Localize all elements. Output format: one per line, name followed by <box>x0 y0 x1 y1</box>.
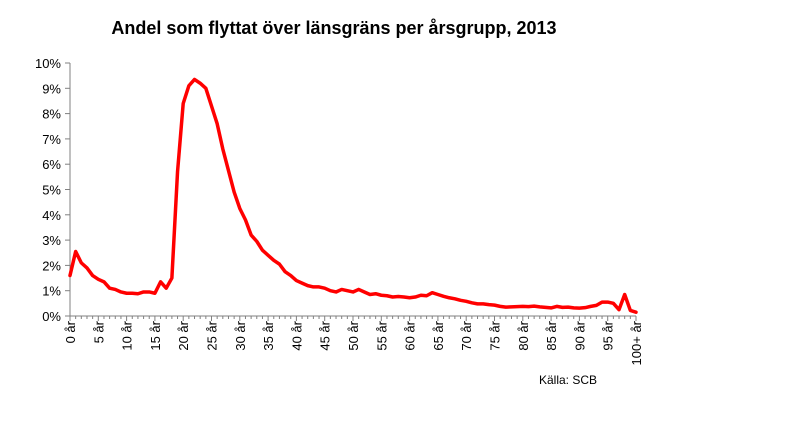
axes <box>69 63 636 317</box>
x-tick-label: 60 år <box>403 320 418 350</box>
x-tick-label: 100+ år <box>629 320 644 365</box>
x-tick-label: 95 år <box>601 320 616 350</box>
series-layer <box>68 77 638 314</box>
x-tick-label: 65 år <box>431 320 446 350</box>
y-tick-label: 4% <box>42 208 61 223</box>
x-tick-label: 70 år <box>459 320 474 350</box>
y-tick-label: 2% <box>42 258 61 273</box>
chart-title: Andel som flyttat över länsgräns per års… <box>111 18 557 38</box>
y-tick-label: 1% <box>42 284 61 299</box>
x-tick-label: 0 år <box>63 320 78 343</box>
y-tick-label: 10% <box>35 56 61 71</box>
y-tick-label: 6% <box>42 157 61 172</box>
y-tick-label: 3% <box>42 233 61 248</box>
y-tick-label: 0% <box>42 309 61 324</box>
x-tick-label: 80 år <box>516 320 531 350</box>
source-note: Källa: SCB <box>539 373 598 387</box>
x-tick-label: 90 år <box>572 320 587 350</box>
x-tick-label: 75 år <box>488 320 503 350</box>
x-tick-label: 35 år <box>261 320 276 350</box>
x-tick-label: 45 år <box>318 320 333 350</box>
x-tick-label: 10 år <box>120 320 135 350</box>
x-tick-label: 40 år <box>289 320 304 350</box>
y-tick-label: 9% <box>42 81 61 96</box>
series-line <box>68 77 638 314</box>
x-tick-label: 15 år <box>148 320 163 350</box>
y-tick-label: 8% <box>42 107 61 122</box>
x-tick-label: 5 år <box>91 320 106 343</box>
x-tick-label: 85 år <box>544 320 559 350</box>
x-tick-label: 55 år <box>374 320 389 350</box>
y-tick-label: 5% <box>42 183 61 198</box>
x-tick-label: 20 år <box>176 320 191 350</box>
x-tick-label: 30 år <box>233 320 248 350</box>
x-axis-ticks: 0 år 5 år 10 år 15 år 20 år 25 år 30 år 35 år 40… <box>63 316 644 365</box>
y-tick-label: 7% <box>42 132 61 147</box>
y-axis-ticks: 0% 1% 2% 3% 4% 5% 6% 7% 8% 9% 10% <box>35 56 70 324</box>
x-tick-label: 50 år <box>346 320 361 350</box>
x-tick-label: 25 år <box>205 320 220 350</box>
